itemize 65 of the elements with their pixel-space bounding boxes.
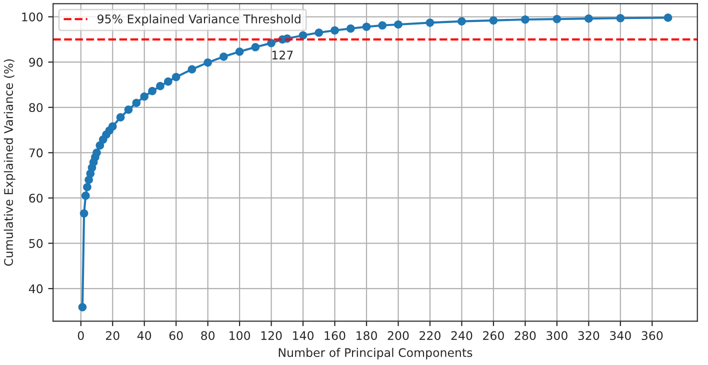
x-tick-label: 200 [388,331,409,340]
point [78,302,87,312]
point [584,14,593,23]
point [616,14,625,22]
y-tick-label: 60 [29,194,43,203]
point [267,38,276,48]
point [235,48,244,56]
point [346,24,355,33]
y-tick-label: 80 [29,103,43,112]
x-tick-label: 0 [78,331,84,340]
y-tick-label: 100 [22,12,43,22]
point [378,21,387,30]
x-tick-label: 260 [483,331,504,340]
point [116,113,125,122]
y-tick-label: 50 [29,239,43,248]
point [251,42,260,52]
point [132,98,141,108]
point [664,14,672,22]
point [489,16,498,25]
x-tick-label: 220 [420,331,440,340]
point [552,14,562,24]
x-tick-label: 240 [451,331,472,340]
x-axis-title: Number of Principal Components [278,348,472,360]
point [362,22,371,31]
point [426,18,434,27]
y-tick-label: 90 [29,58,43,67]
x-tick-label: 300 [546,331,568,340]
point [298,31,308,40]
point [156,82,164,90]
point [172,72,180,82]
y-tick-label: 70 [29,148,43,158]
x-tick-label: 360 [642,331,663,340]
point [394,20,402,29]
point [188,65,196,74]
point [164,77,172,86]
x-tick-label: 280 [514,331,536,340]
point [92,148,101,157]
point [140,92,149,101]
x-tick-label: 180 [356,331,377,340]
point [204,58,212,67]
x-tick-label: 80 [201,331,215,340]
legend-label: 95% Explained Variance Threshold [98,14,300,26]
point [148,86,156,96]
y-axis-title: Cumulative Explained Variance (%) [4,59,16,266]
point [220,52,228,61]
x-tick-label: 40 [137,331,152,340]
y-tick-label: 40 [28,284,43,294]
x-tick-label: 140 [293,331,314,340]
point [458,17,466,26]
x-tick-label: 340 [610,331,631,340]
x-tick-label: 120 [261,331,282,340]
x-tick-label: 160 [324,331,346,340]
point [330,26,339,35]
x-tick-label: 60 [169,331,183,340]
point [124,105,133,114]
point [108,122,117,131]
point [81,192,90,200]
annotation: 127 [272,50,293,60]
point [521,15,530,24]
point [83,182,92,192]
x-tick-label: 320 [578,331,600,340]
x-tick-label: 20 [106,331,120,340]
x-tick-label: 100 [230,331,250,340]
point [80,209,88,218]
point [314,28,324,37]
